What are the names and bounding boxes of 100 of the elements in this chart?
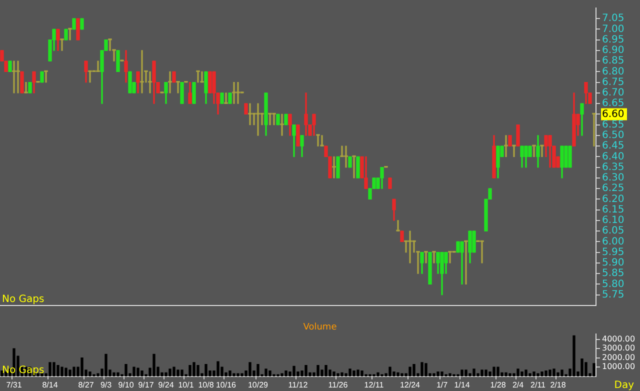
y-tick-label: 6.15 — [602, 204, 624, 216]
candlestick — [424, 250, 428, 264]
candlestick — [96, 60, 100, 72]
bar — [132, 366, 136, 376]
y-tick-label: 5.90 — [602, 258, 624, 269]
bar — [112, 372, 116, 376]
bar — [496, 366, 500, 376]
y-tick-label: 1000.00 — [602, 362, 636, 372]
bar — [104, 354, 108, 376]
y-tick-label: 6.85 — [602, 56, 624, 67]
x-tick-label: 2/18 — [550, 380, 566, 390]
bar — [140, 370, 144, 376]
candlestick — [88, 70, 92, 83]
bar — [528, 373, 532, 376]
bar — [548, 370, 552, 376]
bar — [504, 372, 508, 376]
bar — [580, 358, 584, 376]
y-tick-label: 6.00 — [602, 236, 624, 248]
bar — [524, 370, 528, 376]
bar — [324, 364, 328, 376]
bar — [396, 372, 400, 376]
bar — [472, 368, 476, 376]
bar — [412, 364, 416, 376]
bar — [484, 370, 488, 376]
bar — [376, 372, 380, 376]
bar — [284, 370, 288, 376]
x-tick-label: 10/29 — [248, 380, 269, 390]
candlestick — [272, 112, 276, 126]
bar — [72, 366, 76, 376]
candlestick — [60, 38, 64, 51]
candlestick — [12, 60, 16, 94]
x-tick-label: 10/8 — [198, 380, 214, 390]
candlestick — [352, 155, 356, 178]
y-tick-label: 5.95 — [602, 246, 624, 258]
candlestick — [176, 81, 180, 94]
x-axis-title: Day — [614, 380, 634, 391]
candlestick — [332, 156, 336, 178]
bar — [56, 364, 60, 376]
x-tick-label: 9/17 — [138, 380, 154, 390]
y-tick-label: 6.50 — [602, 130, 624, 142]
y-tick-label: 6.90 — [602, 45, 624, 56]
y-tick-label: 6.35 — [602, 162, 624, 173]
bar — [48, 362, 52, 376]
candlestick — [248, 103, 252, 126]
annotation: No Gaps — [2, 294, 44, 305]
bar — [408, 366, 412, 376]
bar — [36, 373, 40, 376]
bar — [316, 364, 320, 376]
candlestick — [512, 144, 516, 158]
bar — [60, 366, 64, 376]
candlestick — [480, 240, 484, 264]
x-tick-label: 11/26 — [328, 380, 348, 390]
candlestick — [168, 71, 172, 94]
candlestick — [460, 241, 464, 284]
x-tick-label: 1/28 — [490, 380, 506, 390]
candlestick — [464, 240, 468, 284]
bar — [88, 371, 92, 376]
y-tick-label: 6.25 — [602, 183, 624, 194]
bar — [436, 371, 440, 376]
bar — [264, 368, 268, 376]
annotation: No Gaps — [2, 364, 44, 376]
bar — [236, 373, 240, 376]
bar — [152, 354, 156, 376]
candlestick — [412, 240, 416, 253]
bar — [560, 370, 564, 376]
candlestick — [252, 112, 256, 126]
bar — [488, 371, 492, 376]
bar — [180, 370, 184, 376]
bar — [248, 362, 252, 376]
y-tick-label: 5.85 — [602, 268, 624, 280]
bar — [536, 373, 540, 376]
y-tick-label: 5.75 — [602, 289, 624, 300]
y-tick-label: 4000.00 — [602, 334, 636, 344]
bar — [516, 368, 520, 376]
bar — [440, 371, 444, 376]
bar — [64, 368, 68, 376]
x-tick-label: 7/31 — [6, 380, 22, 390]
bar — [172, 366, 176, 376]
bar — [420, 362, 424, 376]
candlestick — [304, 92, 308, 136]
x-tick-label: 9/10 — [118, 380, 134, 390]
y-tick-label: 6.80 — [602, 66, 624, 78]
bar — [460, 370, 464, 376]
candlestick — [24, 82, 28, 94]
bar — [164, 372, 168, 376]
bar — [388, 366, 392, 376]
bar — [432, 373, 436, 376]
x-tick-label: 11/12 — [288, 380, 308, 390]
bar — [336, 373, 340, 376]
bar — [340, 372, 344, 376]
bar — [192, 362, 196, 376]
bar — [552, 368, 556, 376]
x-tick-label: 9/3 — [100, 380, 112, 390]
candlestick — [196, 70, 200, 83]
candlestick — [396, 220, 400, 232]
candlestick — [108, 38, 112, 51]
candlestick — [68, 28, 72, 40]
bar — [572, 335, 576, 376]
bar — [256, 364, 260, 376]
bar — [228, 370, 232, 376]
